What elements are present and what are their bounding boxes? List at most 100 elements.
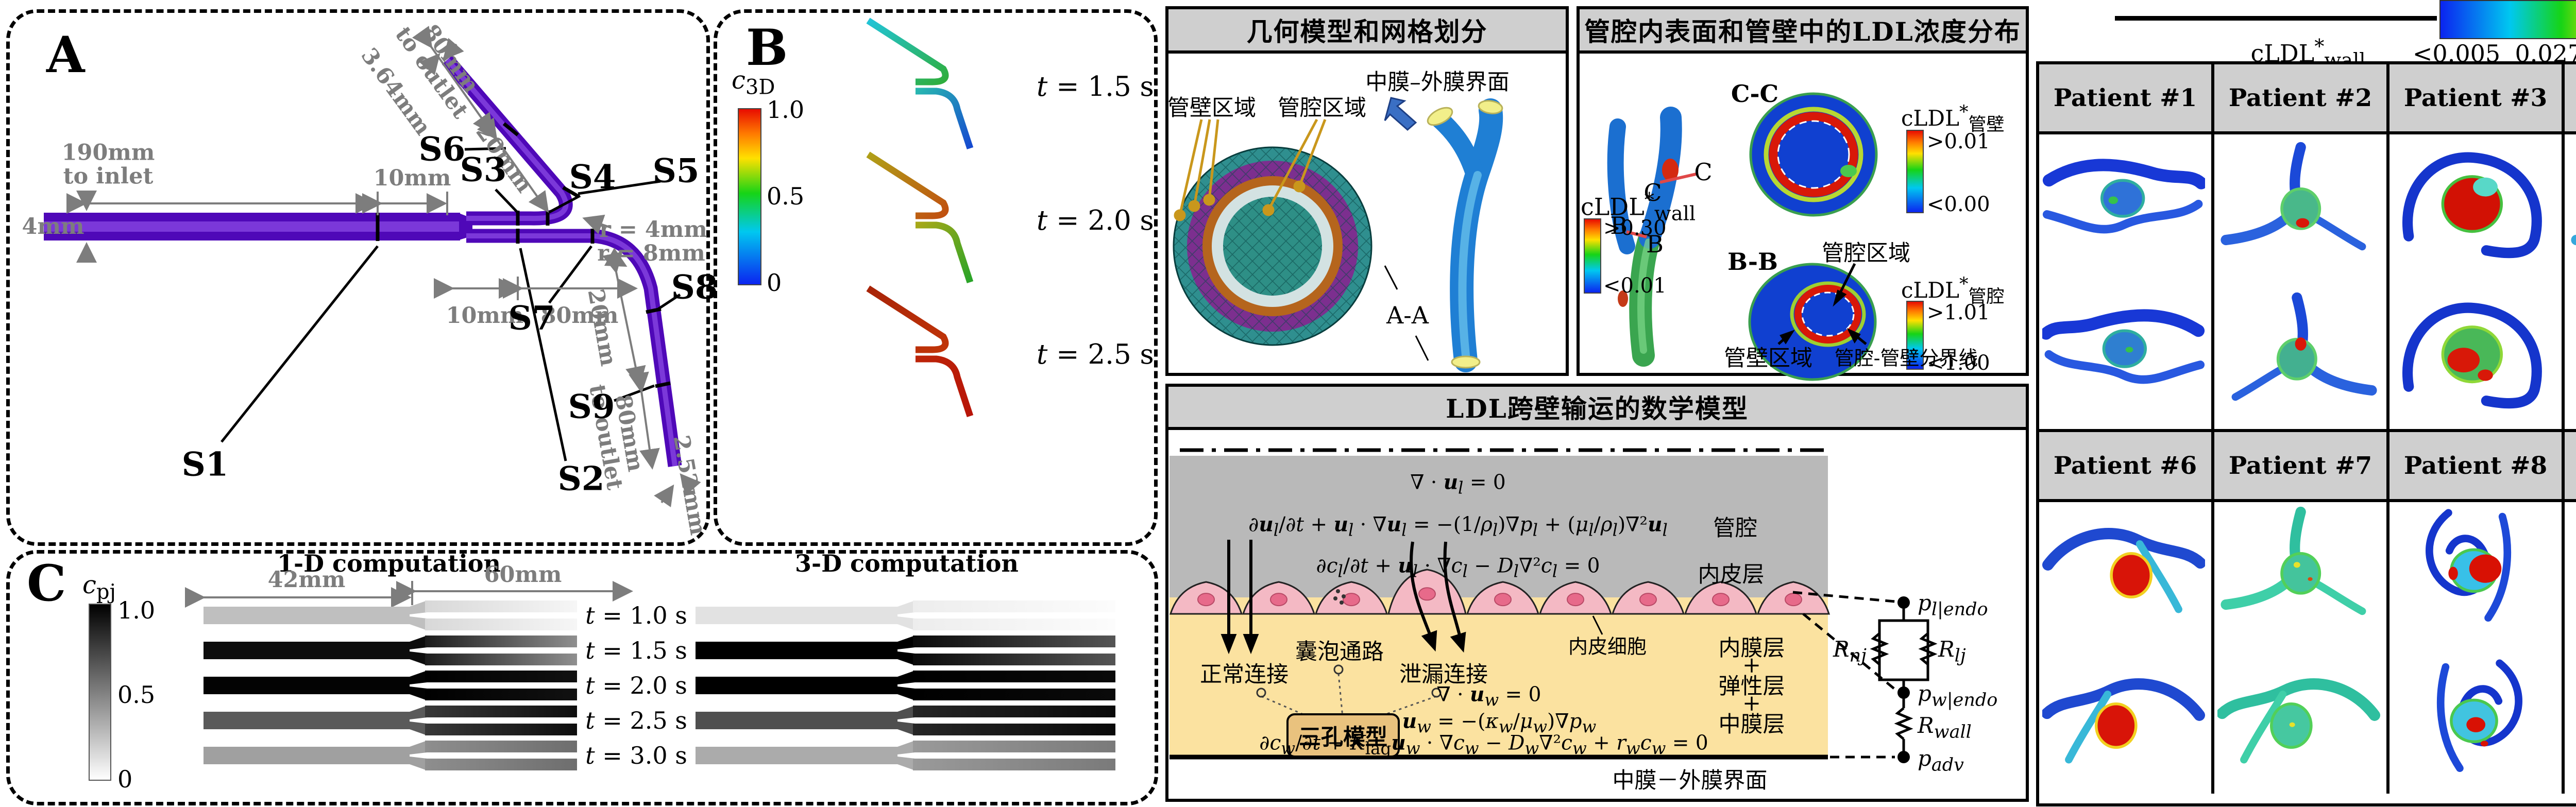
c-1d-row-0 [204, 600, 577, 630]
patient-2-view-bottom [2231, 292, 2377, 401]
b-time-label-1: t = 2.0 s [1037, 205, 1154, 236]
patient-column-7: Patient #7 [2214, 429, 2389, 794]
c3d-tick-1: 0.5 [767, 182, 805, 210]
c-1d-row-4 [204, 741, 577, 770]
patient-8-view-top [2426, 509, 2512, 622]
leaky-junction-label: 泄漏连接 [1399, 662, 1488, 688]
pore-model-box: 三孔模型 [1286, 713, 1400, 758]
section-label-s1: S1 [181, 445, 229, 484]
patient-4-view-bottom [2568, 286, 2576, 425]
mesh-panel-title: 几何模型和网格划分 [1168, 9, 1566, 54]
patient-9-view-bottom [2568, 650, 2576, 789]
patient-cb-line-left [2115, 16, 2437, 21]
dim-80mm: 80mm [540, 302, 619, 329]
circuit-p-wall: pw|endo [1918, 681, 1998, 711]
patient-header-9: Patient #9 [2565, 429, 2576, 502]
ldl-cc-lo: <0.00 [1927, 193, 1990, 216]
section-label-s6: S6 [418, 130, 466, 169]
dim-r4: r = 4mm [599, 216, 707, 243]
endothelial-cell-6 [1611, 581, 1685, 615]
b-snapshot-0 [806, 18, 974, 150]
wall-layer-label-2: 弹性层 [1718, 674, 1785, 699]
patient-label-3: Patient #3 [2403, 83, 2548, 112]
patient-column-2: Patient #2 [2214, 64, 2389, 429]
patient-column-4: Patient #4 [2565, 64, 2576, 429]
vessel-geometry-drawing [44, 26, 701, 507]
panel-a-letter: A [46, 26, 85, 84]
b-snapshot-1 [806, 151, 974, 284]
mesh-wall-region-label: 管壁区域 [1167, 95, 1256, 121]
patient-column-9: Patient #9 [2565, 429, 2576, 794]
patient-4-view-top [2571, 234, 2576, 246]
patient-1-view-top [2042, 159, 2205, 234]
ldl-cc-colorbar [1906, 130, 1924, 213]
dim-4mm: 4mm [22, 213, 84, 239]
c-time-label-1: t = 1.5 s [585, 637, 687, 664]
patient-6-view-bottom [2042, 678, 2205, 764]
ldl-wall-cb-hi: >0.30 [1603, 216, 1667, 240]
normal-junction-label: 正常连接 [1200, 662, 1289, 688]
wall-eq-1: ∇ · uw = 0 [1436, 682, 1541, 710]
ldl-cc-label: C-C [1731, 80, 1779, 108]
patient-header-1: Patient #1 [2039, 64, 2211, 134]
cut-letter-b1: B [1610, 212, 1628, 239]
ldl-cc-hi: >0.01 [1927, 130, 1990, 153]
wall-layer-label-0: 内膜层 [1718, 636, 1785, 661]
ldl-boundary-label: 管腔-管壁分界线 [1834, 347, 1978, 370]
ldl-wall-colorbar [1584, 218, 1601, 294]
b-snapshots [806, 18, 974, 418]
b-time-label-0: t = 1.5 s [1037, 71, 1154, 102]
dimension-lines [66, 26, 701, 507]
endothelial-cell-2 [1314, 581, 1388, 615]
endo-cell-label: 内皮细胞 [1568, 635, 1647, 658]
cpj-tick-0: 1.0 [117, 596, 156, 624]
lumen-eq-2: ∂ul/∂t + ul · ∇ul = −(1/ρl)∇pl + (μl/ρl)… [1248, 512, 1668, 540]
wall-eq-2: uw = −(κw/μw)∇pw [1402, 709, 1597, 737]
circuit-r-nj: Rnj [1833, 637, 1867, 666]
patient-column-8: Patient #8 [2389, 429, 2565, 794]
panel-b-box [714, 9, 1158, 546]
cpj-tick-1: 0.5 [117, 681, 156, 709]
vessel-tubes [44, 55, 682, 467]
patient-9-view-top [2568, 500, 2576, 639]
section-label-s7: S7 [508, 299, 555, 338]
wall-eq-3: ∂cw/∂t + Klaguw · ∇cw − Dw∇²cw + rwcw = … [1259, 731, 1708, 759]
ldl-bb-cb-title: cLDL*管腔 [1901, 274, 2005, 307]
b-snapshot-2 [806, 285, 974, 418]
dim-r8: r = 8mm [597, 240, 705, 266]
patient-label-2: Patient #2 [2228, 83, 2372, 112]
section-label-s3: S3 [460, 150, 507, 190]
patient-header-7: Patient #7 [2214, 429, 2386, 502]
ldl-wall-region-label: 管壁区域 [1724, 346, 1812, 371]
dim-10mm-top: 10mm [373, 165, 451, 191]
patient-1-view-bottom [2042, 309, 2205, 384]
cut-letter-c2: C [1643, 179, 1662, 207]
lumen-eq-3: ∂cl/∂t + ul · ∇cl − Dl∇²cl = 0 [1316, 554, 1600, 581]
wall-layer-label-4: 中膜层 [1718, 712, 1785, 737]
ldl-bb-label: B-B [1727, 248, 1778, 276]
lumen-label: 管腔 [1713, 516, 1757, 541]
patient-header-3: Patient #3 [2389, 64, 2562, 134]
ldl-wall-cb-title: cLDL*wall [1581, 188, 1696, 226]
patient-label-1: Patient #1 [2053, 83, 2197, 112]
cpj-tick-2: 0 [117, 765, 133, 793]
circuit-r-lj: Rlj [1938, 637, 1966, 666]
c-computation-rows [185, 581, 1115, 770]
c-3d-row-3 [696, 706, 1115, 735]
ldl-panel-title: 管腔内表面和管壁中的LDL浓度分布 [1580, 9, 2026, 54]
section-label-s4: S4 [569, 158, 616, 197]
c-time-label-3: t = 2.5 s [585, 707, 687, 734]
c-time-label-2: t = 2.0 s [585, 672, 687, 699]
c-3d-row-4 [696, 741, 1115, 770]
dim-10mm-bot: 10mm [446, 302, 524, 329]
c-1d-row-2 [204, 671, 577, 700]
patient-label-6: Patient #6 [2053, 451, 2197, 480]
patient-6-view-top [2042, 528, 2205, 613]
patient-header-6: Patient #6 [2039, 429, 2211, 502]
patient-colorbar [2439, 0, 2576, 39]
ldl-bb-colorbar [1906, 301, 1924, 370]
endothelial-cell-1 [1242, 581, 1316, 615]
cut-letter-c1: C [1694, 158, 1713, 186]
section-label-s2: S2 [557, 459, 605, 499]
cpj-colorbar [89, 604, 111, 781]
